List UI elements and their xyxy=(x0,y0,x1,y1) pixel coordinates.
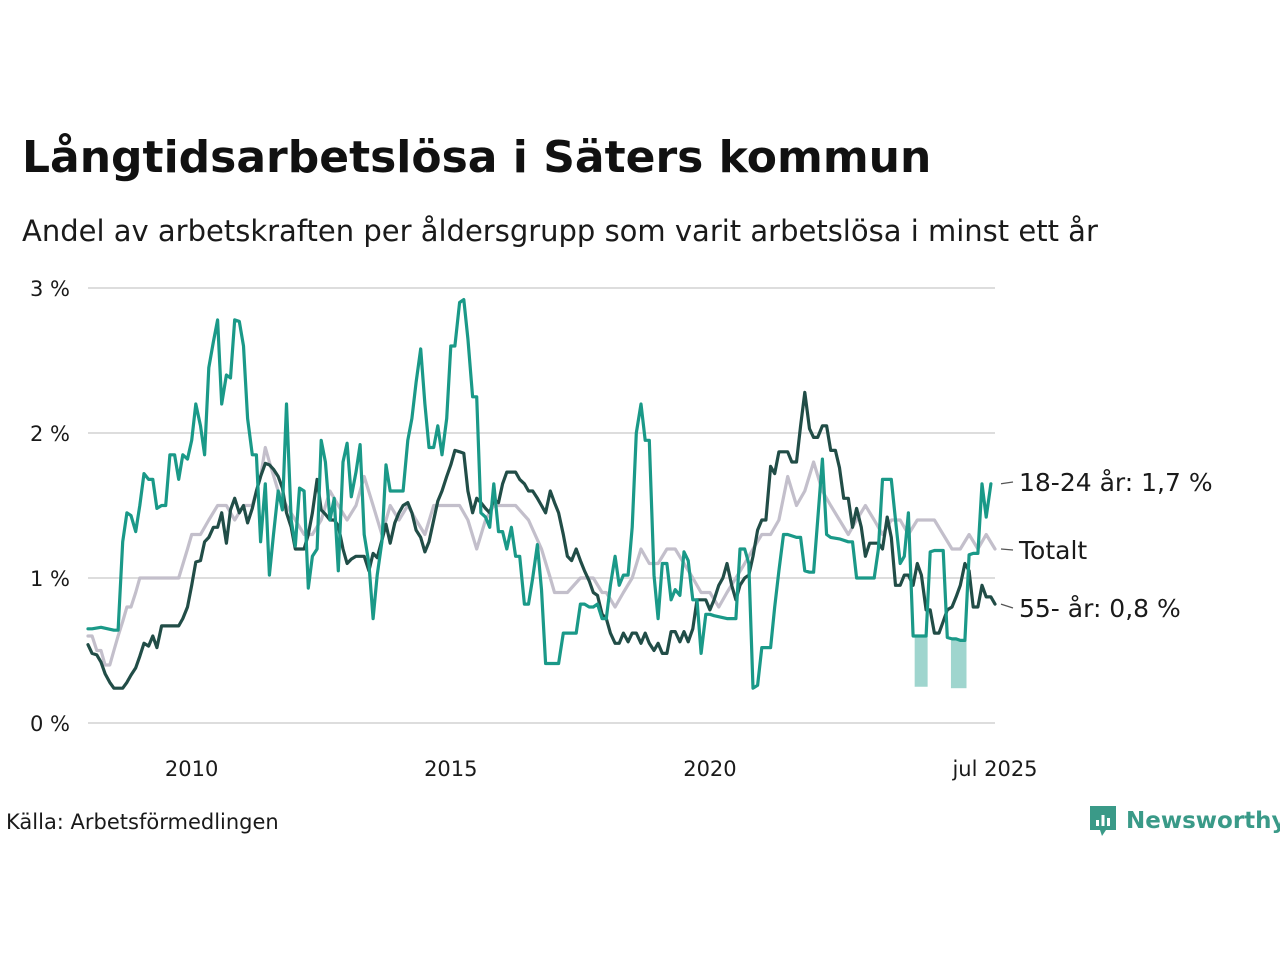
series-label-leader-1 xyxy=(1000,603,1014,609)
series-end-label: 18-24 år: 1,7 % xyxy=(1019,468,1213,497)
brand-logo[interactable]: Newsworthy xyxy=(1088,804,1280,838)
grid-lines xyxy=(88,287,995,724)
series-lines xyxy=(86,298,997,690)
series-label-leader-2 xyxy=(1000,481,1014,485)
series-line-1 xyxy=(86,390,997,690)
series-end-label: Totalt xyxy=(1018,536,1087,565)
uncertainty-bands xyxy=(914,636,967,689)
axis-and-series-labels: 0 % 1 % 2 % 3 % 2010 2015 2020 jul 2025 Totalt 55… xyxy=(30,277,1213,781)
chart-title: Långtidsarbetslösa i Säters kommun xyxy=(22,132,932,183)
series-line-0 xyxy=(86,445,997,667)
line-chart: 0 % 1 % 2 % 3 % 2010 2015 2020 jul 2025 Totalt 55… xyxy=(30,277,1213,781)
brand-name: Newsworthy xyxy=(1126,808,1280,834)
series-end-label: 55- år: 0,8 % xyxy=(1019,594,1181,623)
newsworthy-logo-icon xyxy=(1090,806,1116,836)
y-tick-label: 0 % xyxy=(30,712,70,736)
y-tick-label: 2 % xyxy=(30,422,70,446)
x-tick-label: jul 2025 xyxy=(951,757,1037,781)
chart-subtitle: Andel av arbetskraften per åldersgrupp s… xyxy=(22,214,1098,248)
x-tick-label: 2020 xyxy=(683,757,736,781)
y-tick-label: 3 % xyxy=(30,277,70,301)
uncertainty-band-0 xyxy=(914,636,928,687)
uncertainty-band-1 xyxy=(950,640,967,689)
x-tick-label: 2010 xyxy=(165,757,218,781)
y-tick-label: 1 % xyxy=(30,567,70,591)
series-line-2 xyxy=(86,298,993,690)
source-note: Källa: Arbetsförmedlingen xyxy=(6,810,279,834)
series-label-leader-0 xyxy=(1000,548,1014,551)
x-tick-label: 2015 xyxy=(424,757,477,781)
